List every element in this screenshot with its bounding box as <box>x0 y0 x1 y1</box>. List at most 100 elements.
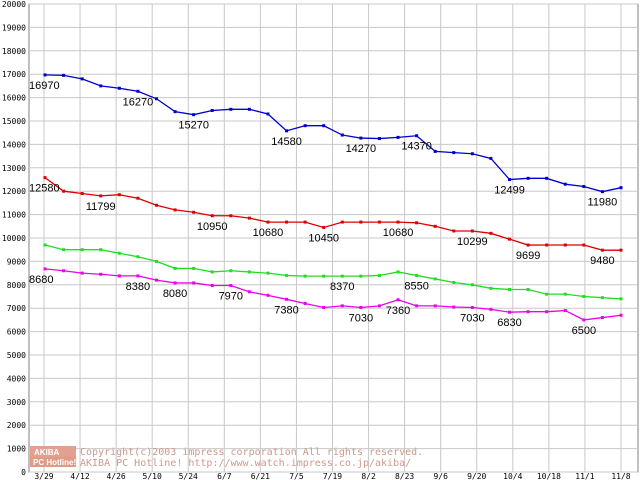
data-point <box>489 231 493 235</box>
data-label: 7360 <box>386 305 410 317</box>
y-tick-label: 4000 <box>7 374 26 383</box>
data-point <box>62 248 66 252</box>
data-point <box>43 243 47 247</box>
data-point <box>396 135 400 139</box>
data-point <box>117 274 121 278</box>
x-tick-label: 4/12 <box>70 472 89 480</box>
data-point <box>285 220 289 224</box>
data-point <box>489 307 493 311</box>
data-point <box>62 269 66 273</box>
data-point <box>80 192 84 196</box>
series-line <box>44 74 622 193</box>
data-point <box>99 84 103 88</box>
data-point <box>526 176 530 180</box>
data-point <box>154 259 158 263</box>
data-point <box>489 156 493 160</box>
data-point <box>173 281 177 285</box>
data-point <box>247 107 251 111</box>
data-point <box>619 186 623 190</box>
data-point <box>470 152 474 156</box>
data-point <box>377 304 381 308</box>
data-point <box>303 302 307 306</box>
y-tick-label: 18000 <box>2 47 26 56</box>
data-point <box>508 178 512 182</box>
x-tick-label: 11/1 <box>575 472 594 480</box>
data-point <box>192 266 196 270</box>
data-point <box>285 129 289 133</box>
data-label: 16270 <box>123 96 154 108</box>
data-label: 8370 <box>330 281 354 293</box>
series-line <box>44 177 621 251</box>
data-point <box>136 89 140 93</box>
data-point <box>433 277 437 281</box>
data-label: 12499 <box>494 185 525 197</box>
data-point <box>545 243 549 247</box>
data-point <box>285 273 289 277</box>
x-tick-label: 11/8 <box>611 472 630 480</box>
data-point <box>582 243 586 247</box>
data-point <box>359 136 363 140</box>
data-point <box>303 220 307 224</box>
y-tick-label: 10000 <box>2 234 26 243</box>
data-point <box>80 77 84 81</box>
data-point <box>173 110 177 114</box>
data-label: 14270 <box>346 143 377 155</box>
logo-bottom-text: PC Hotline! <box>33 458 76 467</box>
data-point <box>600 190 604 194</box>
data-label: 7030 <box>460 312 484 324</box>
data-point <box>340 274 344 278</box>
data-point <box>229 214 233 218</box>
data-point <box>340 220 344 224</box>
data-point <box>136 255 140 259</box>
data-label: 7380 <box>274 304 298 316</box>
y-tick-label: 8000 <box>7 281 26 290</box>
data-point <box>359 220 363 224</box>
data-point <box>377 273 381 277</box>
data-point <box>192 113 196 117</box>
data-point <box>117 251 121 255</box>
data-point <box>173 208 177 212</box>
series-line <box>44 268 622 321</box>
data-point <box>433 304 437 308</box>
data-point <box>43 176 47 180</box>
data-point <box>415 134 419 138</box>
data-point <box>62 73 66 77</box>
data-point <box>563 292 567 296</box>
data-label: 10680 <box>383 227 414 239</box>
x-tick-label: 8/2 <box>361 472 376 480</box>
x-tick-label: 6/21 <box>251 472 270 480</box>
x-tick-label: 5/24 <box>179 472 198 480</box>
data-point <box>136 274 140 278</box>
data-point <box>266 220 270 224</box>
data-point <box>210 284 214 288</box>
data-point <box>600 296 604 300</box>
data-point <box>470 283 474 287</box>
copyright-line: Copyright(c)2003 impress corporation All… <box>80 447 423 458</box>
y-tick-label: 1000 <box>7 445 26 454</box>
data-point <box>526 310 530 314</box>
data-point <box>80 248 84 252</box>
grid <box>28 3 639 473</box>
y-tick-label: 13000 <box>2 164 26 173</box>
data-label: 7970 <box>219 291 243 303</box>
data-point <box>43 73 47 77</box>
data-point <box>210 214 214 218</box>
data-point <box>508 237 512 241</box>
data-point <box>359 274 363 278</box>
y-tick-label: 9000 <box>7 257 26 266</box>
data-point <box>62 189 66 193</box>
y-tick-label: 7000 <box>7 304 26 313</box>
data-label: 14580 <box>271 136 302 148</box>
data-point <box>396 220 400 224</box>
y-axis-ticks: 0 1000 2000 3000 4000 5000 6000 7000 8000 9000 100… <box>2 0 26 477</box>
data-point <box>508 287 512 291</box>
y-tick-label: 0 <box>21 468 26 477</box>
data-point <box>192 281 196 285</box>
x-tick-label: 7/5 <box>289 472 304 480</box>
data-point <box>619 297 623 301</box>
data-point <box>452 305 456 309</box>
y-tick-label: 3000 <box>7 398 26 407</box>
data-point <box>489 286 493 290</box>
data-label: 8380 <box>126 281 150 293</box>
